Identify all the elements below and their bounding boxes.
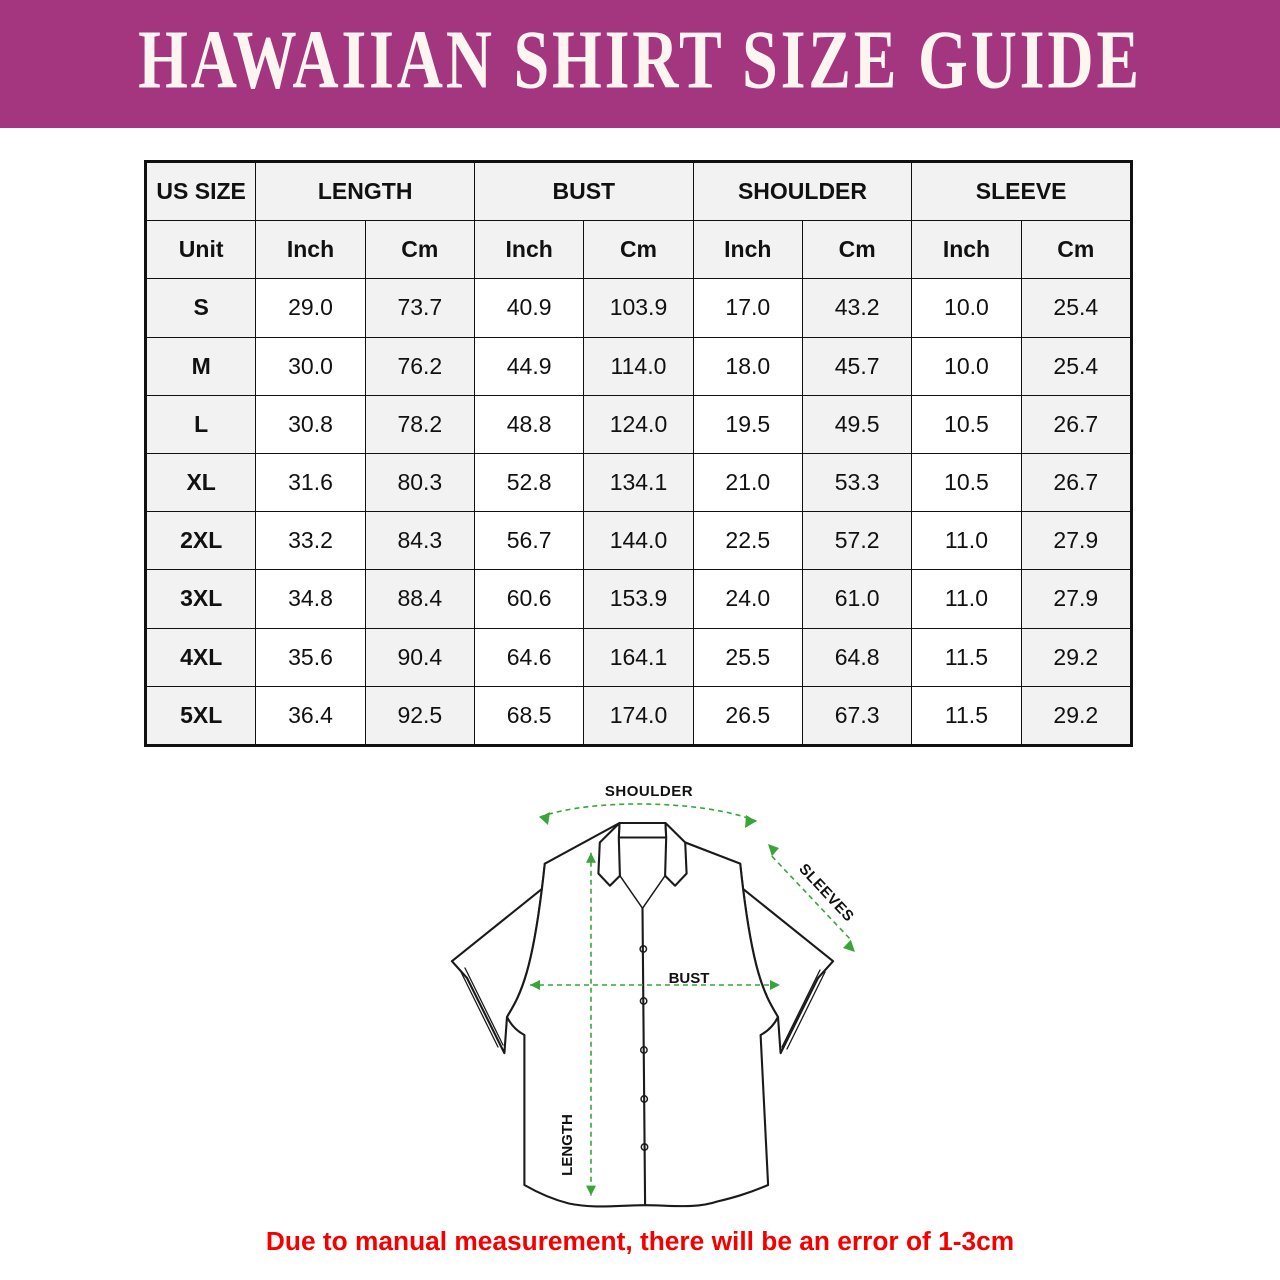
svg-text:BUST: BUST (669, 970, 710, 987)
svg-text:SLEEVES: SLEEVES (795, 861, 857, 926)
svg-text:SHOULDER: SHOULDER (605, 783, 693, 800)
svg-text:LENGTH: LENGTH (559, 1114, 576, 1176)
